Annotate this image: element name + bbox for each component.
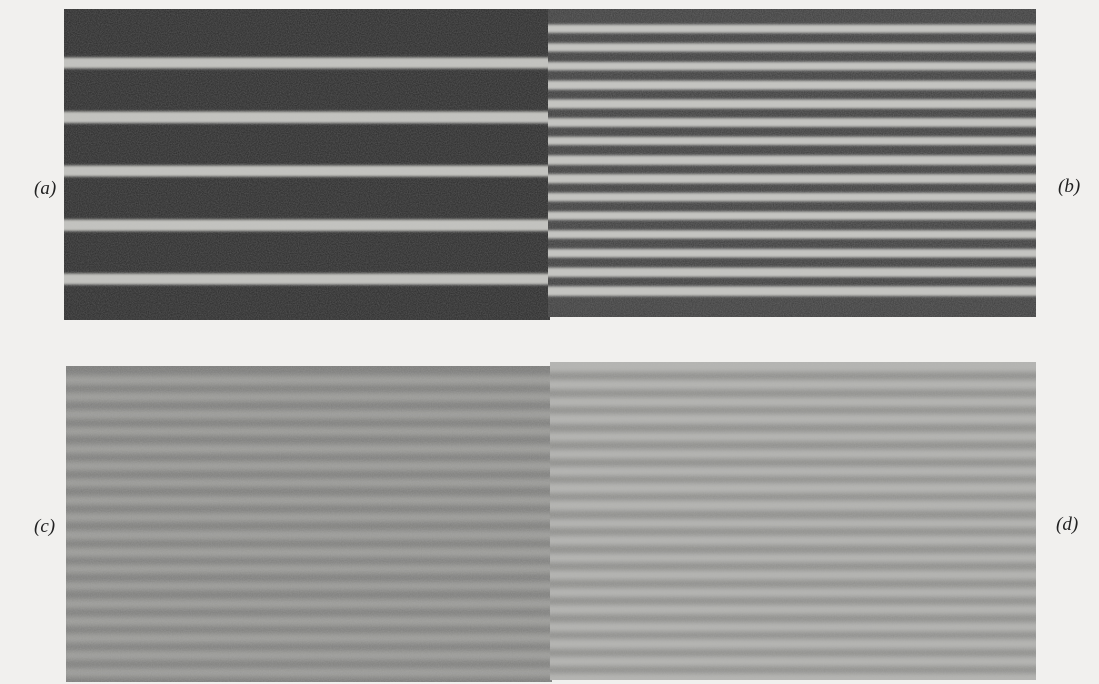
label-b: (b) <box>1058 176 1081 197</box>
label-d: (d) <box>1056 514 1079 535</box>
fringe-panel-b <box>548 9 1036 317</box>
fringe-pattern-a <box>64 9 550 320</box>
fringe-pattern-c <box>66 366 552 682</box>
label-c: (c) <box>34 516 56 537</box>
fringe-panel-a <box>64 9 550 320</box>
fringe-pattern-b <box>548 9 1036 317</box>
fringe-pattern-d <box>550 362 1036 680</box>
label-a: (a) <box>34 178 57 199</box>
grain-overlay-b <box>548 9 1036 317</box>
fringe-panel-c <box>66 366 552 682</box>
grain-overlay-c <box>66 366 552 682</box>
grain-overlay-d <box>550 362 1036 680</box>
grain-overlay-a <box>64 9 550 320</box>
fringe-panel-d <box>550 362 1036 680</box>
